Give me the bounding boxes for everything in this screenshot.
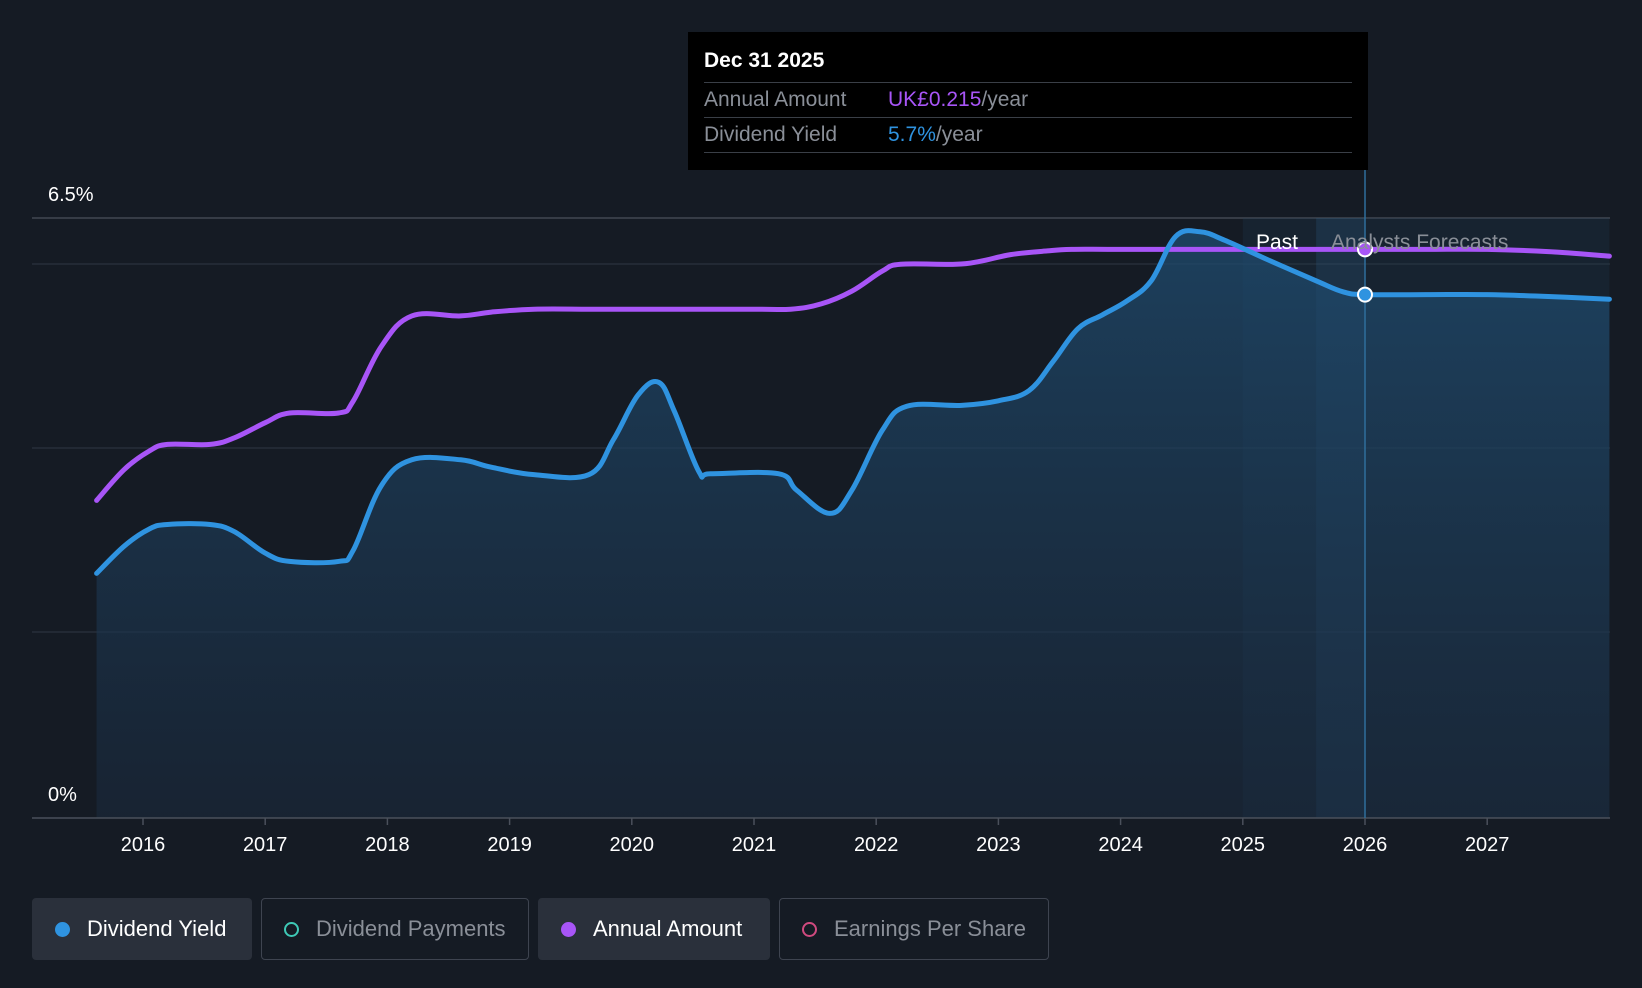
tooltip-dividend-yield-row: Dividend Yield 5.7%/year: [704, 117, 1352, 153]
tooltip-dividend-yield-label: Dividend Yield: [704, 123, 838, 146]
tooltip-date: Dec 31 2025: [704, 49, 825, 72]
tooltip: Dec 31 2025 Annual Amount UK£0.215/year D…: [688, 32, 1368, 170]
y-tick-label-bottom: 0%: [48, 784, 77, 806]
legend-earnings-per-share[interactable]: Earnings Per Share: [779, 898, 1049, 960]
legend-label: Earnings Per Share: [834, 916, 1026, 941]
tooltip-dividend-yield-value: 5.7%: [888, 123, 936, 146]
dividend-yield-area: [96, 230, 1610, 818]
tooltip-annual-amount-unit: /year: [981, 88, 1029, 111]
x-tick-label: 2017: [243, 834, 288, 856]
dividend-yield-line: [94, 228, 1612, 576]
x-tick-label: 2022: [854, 834, 899, 856]
annual-amount-marker[interactable]: [1357, 241, 1373, 258]
legend-dividend-payments[interactable]: Dividend Payments: [261, 898, 529, 960]
legend: Dividend Yield Dividend Payments Annual …: [32, 898, 1049, 962]
x-tick-label: 2024: [1098, 834, 1143, 856]
legend-label: Annual Amount: [593, 916, 743, 941]
legend-dividend-yield[interactable]: Dividend Yield: [32, 898, 252, 960]
legend-label: Dividend Yield: [87, 916, 227, 941]
x-tick-label: 2027: [1465, 834, 1510, 856]
legend-annual-amount[interactable]: Annual Amount: [538, 898, 770, 960]
x-tick-label: 2025: [1221, 834, 1266, 856]
x-tick-label: 2018: [365, 834, 410, 856]
past-label: Past: [1256, 231, 1298, 254]
tooltip-annual-amount-value: UK£0.215: [888, 88, 982, 111]
dividend-payments-ring-icon: [284, 921, 299, 937]
tooltip-annual-amount-label: Annual Amount: [704, 88, 847, 111]
x-tick-label: 2026: [1343, 834, 1388, 856]
x-tick-label: 2021: [732, 834, 777, 856]
x-axis-ticks: 2016 2017 2018 2019 2020 2021 2022 2023 2024 2025…: [121, 818, 1510, 856]
y-tick-label-top: 6.5%: [48, 184, 94, 206]
earnings-per-share-ring-icon: [802, 921, 817, 937]
x-tick-label: 2020: [610, 834, 655, 856]
dividend-yield-marker[interactable]: [1357, 286, 1373, 303]
x-tick-label: 2023: [976, 834, 1021, 856]
forecast-label: Analysts Forecasts: [1331, 231, 1508, 254]
tooltip-annual-amount-row: Annual Amount UK£0.215/year: [704, 82, 1352, 117]
legend-label: Dividend Payments: [316, 916, 506, 941]
annual-amount-dot-icon: [561, 921, 576, 937]
dividend-yield-dot-icon: [55, 921, 70, 937]
x-tick-label: 2016: [121, 834, 166, 856]
tooltip-dividend-yield-unit: /year: [935, 123, 983, 146]
x-tick-label: 2019: [487, 834, 532, 856]
